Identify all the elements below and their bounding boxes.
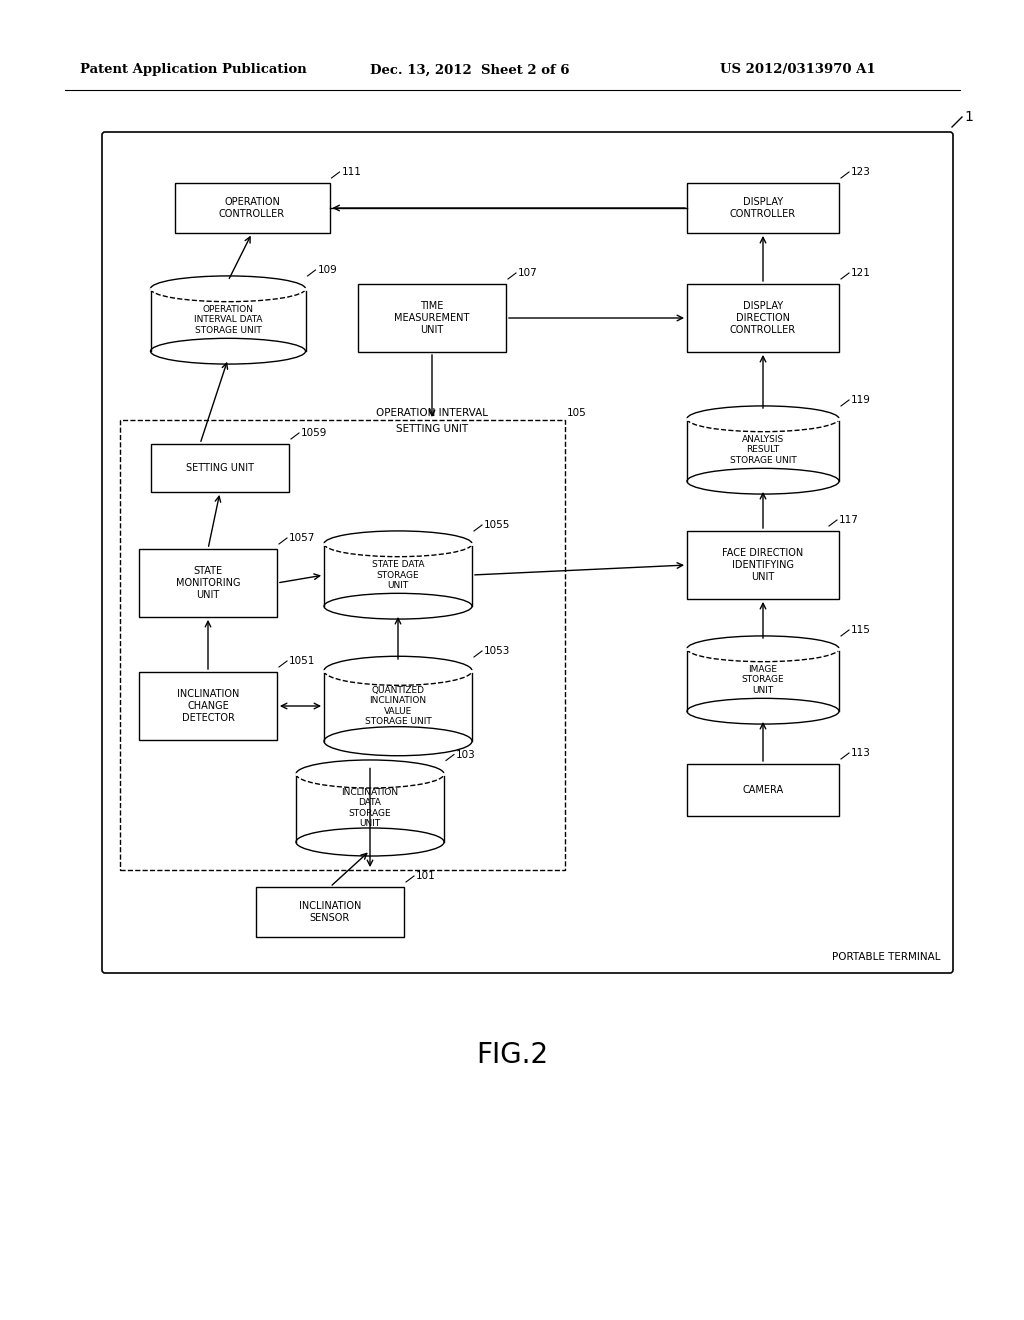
Text: QUANTIZED
INCLINATION
VALUE
STORAGE UNIT: QUANTIZED INCLINATION VALUE STORAGE UNIT [365, 686, 431, 726]
Bar [687, 183, 839, 234]
Bar [687, 764, 839, 816]
Text: INCLINATION
SENSOR: INCLINATION SENSOR [299, 902, 361, 923]
Text: FIG.2: FIG.2 [476, 1041, 548, 1069]
Text: STATE
MONITORING
UNIT: STATE MONITORING UNIT [176, 566, 241, 599]
Text: 115: 115 [851, 624, 870, 635]
Text: Dec. 13, 2012  Sheet 2 of 6: Dec. 13, 2012 Sheet 2 of 6 [370, 63, 569, 77]
Text: CAMERA: CAMERA [742, 785, 783, 795]
Bar [151, 289, 305, 351]
Bar [139, 672, 278, 741]
Text: PORTABLE TERMINAL: PORTABLE TERMINAL [831, 952, 940, 962]
Ellipse shape [151, 338, 305, 364]
Ellipse shape [687, 636, 839, 661]
Text: 1051: 1051 [289, 656, 315, 667]
Text: 105: 105 [567, 408, 587, 418]
Bar [151, 444, 289, 492]
Text: OPERATION
INTERVAL DATA
STORAGE UNIT: OPERATION INTERVAL DATA STORAGE UNIT [194, 305, 262, 335]
Ellipse shape [324, 656, 472, 685]
Text: STATE DATA
STORAGE
UNIT: STATE DATA STORAGE UNIT [372, 560, 424, 590]
Text: 1055: 1055 [484, 520, 510, 531]
Text: DISPLAY
CONTROLLER: DISPLAY CONTROLLER [730, 197, 796, 219]
Text: 1: 1 [964, 110, 973, 124]
Text: 109: 109 [317, 265, 337, 275]
Bar [174, 183, 330, 234]
Text: 107: 107 [518, 268, 538, 279]
Ellipse shape [324, 531, 472, 557]
Bar [687, 531, 839, 599]
Text: 117: 117 [839, 515, 859, 525]
Ellipse shape [687, 698, 839, 725]
Bar [324, 671, 472, 742]
Text: IMAGE
STORAGE
UNIT: IMAGE STORAGE UNIT [741, 665, 784, 694]
Ellipse shape [687, 407, 839, 432]
Bar [120, 420, 565, 870]
Text: INCLINATION
DATA
STORAGE
UNIT: INCLINATION DATA STORAGE UNIT [341, 788, 398, 828]
Text: 1059: 1059 [301, 428, 328, 438]
Text: DISPLAY
DIRECTION
CONTROLLER: DISPLAY DIRECTION CONTROLLER [730, 301, 796, 334]
Text: 119: 119 [851, 395, 870, 405]
FancyBboxPatch shape [102, 132, 953, 973]
Text: OPERATION
CONTROLLER: OPERATION CONTROLLER [219, 197, 285, 219]
Bar [687, 418, 839, 482]
Text: SETTING UNIT: SETTING UNIT [396, 424, 468, 434]
Text: 101: 101 [416, 871, 436, 880]
Ellipse shape [324, 727, 472, 756]
Ellipse shape [296, 828, 444, 857]
Text: Patent Application Publication: Patent Application Publication [80, 63, 307, 77]
Text: 1057: 1057 [289, 533, 315, 543]
Text: 1053: 1053 [484, 645, 510, 656]
Text: INCLINATION
CHANGE
DETECTOR: INCLINATION CHANGE DETECTOR [177, 689, 240, 722]
Bar [256, 887, 404, 937]
Text: TIME
MEASUREMENT
UNIT: TIME MEASUREMENT UNIT [394, 301, 470, 334]
Bar [139, 549, 278, 616]
Bar [296, 774, 444, 842]
Bar [687, 284, 839, 352]
Text: 113: 113 [851, 748, 870, 758]
Text: US 2012/0313970 A1: US 2012/0313970 A1 [720, 63, 876, 77]
Ellipse shape [151, 276, 305, 302]
Text: SETTING UNIT: SETTING UNIT [186, 463, 254, 473]
Bar [687, 649, 839, 711]
Ellipse shape [296, 760, 444, 788]
Text: 103: 103 [456, 750, 476, 759]
Text: ANALYSIS
RESULT
STORAGE UNIT: ANALYSIS RESULT STORAGE UNIT [730, 436, 797, 465]
Text: 121: 121 [851, 268, 870, 279]
Bar [324, 544, 472, 606]
Ellipse shape [324, 593, 472, 619]
Text: 123: 123 [851, 168, 870, 177]
Ellipse shape [687, 469, 839, 494]
Bar [358, 284, 506, 352]
Text: 111: 111 [341, 168, 361, 177]
Text: OPERATION INTERVAL: OPERATION INTERVAL [376, 408, 488, 418]
Text: FACE DIRECTION
IDENTIFYING
UNIT: FACE DIRECTION IDENTIFYING UNIT [722, 548, 804, 582]
